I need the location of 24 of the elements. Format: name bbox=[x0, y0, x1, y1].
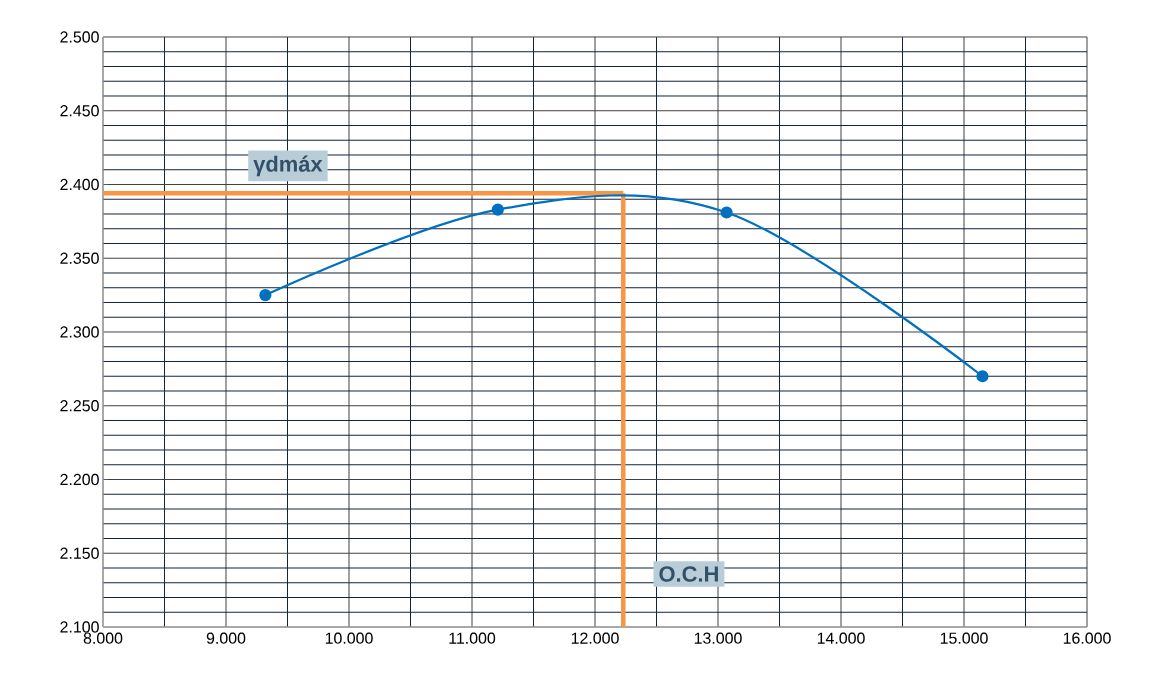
y-tick-label: 2.100 bbox=[60, 621, 99, 633]
y-tick-label: 2.150 bbox=[60, 547, 99, 559]
y-tick-label: 2.450 bbox=[60, 105, 99, 117]
x-tick-label: 16.000 bbox=[1063, 632, 1111, 644]
x-tick-label: 11.000 bbox=[449, 632, 496, 644]
y-tick-label: 2.250 bbox=[60, 400, 99, 412]
y-tick-label: 2.300 bbox=[60, 326, 99, 338]
x-tick-label: 15.000 bbox=[940, 632, 988, 644]
x-tick-label: 12.000 bbox=[571, 632, 619, 644]
x-tick-label: 10.000 bbox=[325, 632, 373, 644]
point bbox=[720, 206, 733, 219]
x-tick-label: 8.000 bbox=[83, 632, 123, 644]
x-tick-label: 9.000 bbox=[206, 632, 246, 644]
x-tick-label: 14.000 bbox=[817, 632, 865, 644]
ref-line-label: O.C.H bbox=[659, 566, 718, 582]
y-tick-label: 2.200 bbox=[60, 473, 99, 486]
point bbox=[976, 370, 989, 383]
x-tick-label: 13.000 bbox=[694, 632, 742, 644]
y-tick-label: 2.500 bbox=[60, 31, 99, 43]
point bbox=[491, 203, 504, 216]
point bbox=[259, 289, 272, 302]
ref-line-label: γdmáx bbox=[253, 155, 323, 177]
y-tick-label: 2.350 bbox=[60, 252, 99, 264]
y-tick-label: 2.400 bbox=[60, 178, 99, 191]
